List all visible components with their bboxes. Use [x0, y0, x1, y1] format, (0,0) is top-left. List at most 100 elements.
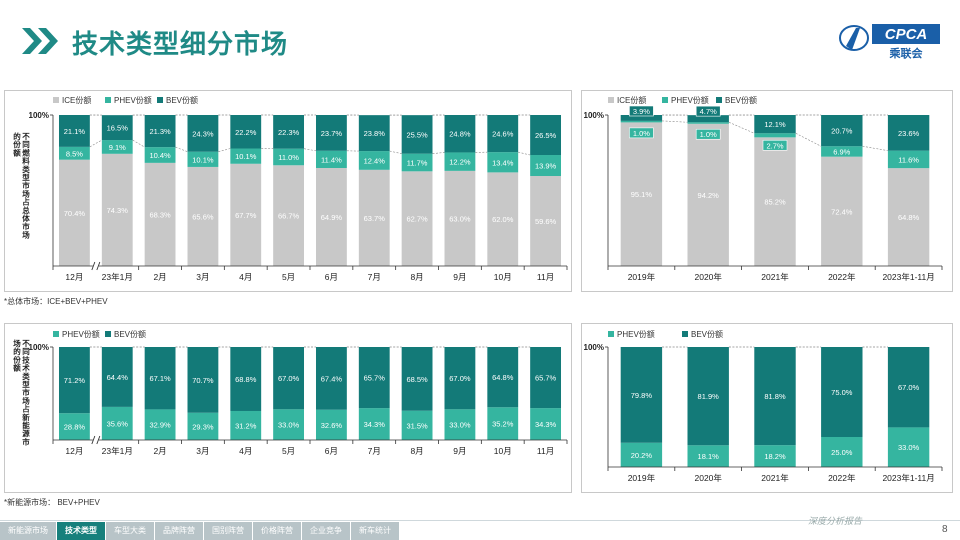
data-label: 62.0%	[492, 215, 514, 224]
data-label: 3.9%	[633, 107, 650, 116]
x-tick-label: 2020年	[694, 272, 722, 282]
legend-swatch	[157, 97, 163, 103]
data-label: 23.7%	[321, 129, 343, 138]
data-label-box	[762, 139, 788, 151]
x-tick-label: 9月	[453, 272, 466, 282]
bar-segment-ICE份额	[144, 162, 176, 266]
bar-segment-BEV份额	[315, 347, 347, 410]
bar-segment-ICE份额	[315, 168, 347, 266]
footer-nav-item[interactable]: 价格阵营	[253, 522, 302, 540]
legend-swatch	[105, 331, 111, 337]
series-connector-line	[132, 139, 145, 148]
data-label: 63.7%	[364, 214, 386, 223]
y-axis-label-char: 场	[22, 395, 30, 405]
data-label: 1.0%	[633, 129, 650, 138]
data-label: 81.9%	[698, 392, 720, 401]
bar-segment-BEV份额	[444, 347, 476, 410]
data-label: 1.0%	[700, 130, 717, 139]
bar-segment-BEV份额	[401, 115, 433, 154]
data-label: 75.0%	[831, 388, 853, 397]
bar-segment-BEV份额	[487, 115, 519, 153]
data-label: 85.2%	[764, 198, 786, 207]
footer-nav: 新能源市场 技术类型 车型大类 品牌阵营 国别阵营 价格阵营 企业竞争 新车统计	[0, 522, 400, 540]
footer-nav-item[interactable]: 国别阵营	[204, 522, 253, 540]
data-label: 70.4%	[64, 209, 86, 218]
axis-break-mark	[96, 435, 101, 445]
footer-divider	[0, 520, 960, 521]
data-label: 59.6%	[535, 217, 557, 226]
bar-segment-ICE份额	[273, 165, 305, 266]
y-axis-label-char: 不	[22, 339, 30, 348]
y-tick-label: 100%	[584, 343, 604, 352]
x-tick-label: 3月	[196, 446, 209, 456]
bar-segment-ICE份额	[530, 176, 562, 266]
axis-break-mark	[91, 261, 96, 271]
footer-nav-item[interactable]: 车型大类	[106, 522, 155, 540]
legend-swatch	[608, 331, 614, 337]
data-label: 33.0%	[449, 421, 471, 430]
series-connector-line	[432, 152, 445, 154]
data-label: 81.8%	[764, 392, 786, 401]
x-tick-label: 6月	[325, 272, 338, 282]
bar-segment-BEV份额	[821, 115, 863, 147]
data-label: 12.4%	[364, 156, 386, 165]
footer-nav-item[interactable]: 新车统计	[351, 522, 400, 540]
data-label: 65.7%	[364, 374, 386, 383]
data-label: 68.5%	[406, 375, 428, 384]
data-label: 8.5%	[66, 149, 83, 158]
data-label: 70.7%	[192, 376, 214, 385]
series-connector-line	[389, 150, 402, 154]
y-axis-label-char: 份	[13, 354, 21, 364]
chart-panel-total-monthly: ICE份额 PHEV份额 BEV份额 100% 不同燃料类型市场占总体市场的份额 70.4…	[4, 90, 572, 292]
bar-segment-BEV份额	[230, 115, 262, 149]
bar-segment-BEV份额	[887, 115, 930, 151]
note-nev-market: *新能源市场： BEV+PHEV	[4, 498, 100, 507]
footer-nav-item[interactable]: 新能源市场	[0, 522, 57, 540]
data-label: 68.8%	[235, 375, 257, 384]
data-label: 4.7%	[700, 107, 717, 116]
data-label: 34.3%	[364, 420, 386, 429]
legend-label: BEV份额	[166, 95, 198, 105]
bar-segment-PHEV份额	[58, 413, 90, 440]
data-label: 64.8%	[898, 213, 920, 222]
data-label: 20.2%	[631, 451, 653, 460]
x-tick-label: 2023年1-11月	[882, 473, 934, 483]
x-tick-label: 11月	[537, 272, 554, 282]
data-label: 64.8%	[492, 373, 514, 382]
y-axis-label-char: 燃	[22, 147, 30, 157]
logo-subtext: 乘联会	[889, 46, 924, 60]
x-tick-label: 2021年	[761, 272, 789, 282]
bar-segment-BEV份额	[821, 347, 863, 437]
stacked-bar-chart-nev-yearly: PHEV份额 BEV份额 100% 20.2% 79.8% 2019年 18.1% 81.9%…	[584, 329, 943, 483]
legend-swatch	[53, 331, 59, 337]
bar-segment-BEV份额	[401, 347, 433, 411]
data-label: 32.9%	[149, 421, 171, 430]
y-axis-label-char: 额	[13, 363, 21, 373]
data-label: 67.7%	[235, 211, 257, 220]
cpca-logo: CPCA 乘联会	[839, 24, 940, 60]
chart-panel-nev-monthly: PHEV份额 BEV份额 100% 不同技术类型市场占新能源市场的份额 28.8% 71.…	[4, 323, 572, 493]
data-label: 21.1%	[64, 127, 86, 136]
footer-nav-item[interactable]: 企业竞争	[302, 522, 351, 540]
stacked-bar-chart-total-yearly: ICE份额 PHEV份额 BEV份额 100% 95.1% 1.0% 3.9% 2019年 94…	[584, 95, 943, 282]
footer-nav-item[interactable]: 品牌阵营	[155, 522, 204, 540]
data-label-box	[629, 105, 654, 117]
bar-segment-ICE份额	[401, 171, 433, 266]
legend-swatch	[53, 97, 59, 103]
bar-segment-BEV份额	[887, 347, 930, 428]
data-label: 18.2%	[764, 452, 786, 461]
data-label: 25.0%	[831, 448, 853, 457]
x-tick-label: 3月	[196, 272, 209, 282]
x-tick-label: 23年1月	[102, 446, 133, 456]
bar-segment-PHEV份额	[754, 445, 796, 467]
bar-segment-PHEV份额	[230, 410, 262, 440]
bar-segment-PHEV份额	[358, 408, 390, 440]
data-label-box	[695, 128, 721, 140]
axis-break-gap	[92, 436, 99, 444]
footer-nav-item[interactable]: 技术类型	[57, 522, 106, 540]
bar-segment-PHEV份额	[273, 409, 305, 440]
data-label: 74.3%	[107, 206, 129, 215]
bar-segment-ICE份额	[754, 137, 796, 266]
data-label: 35.2%	[492, 420, 514, 429]
data-label: 11.6%	[898, 155, 919, 164]
